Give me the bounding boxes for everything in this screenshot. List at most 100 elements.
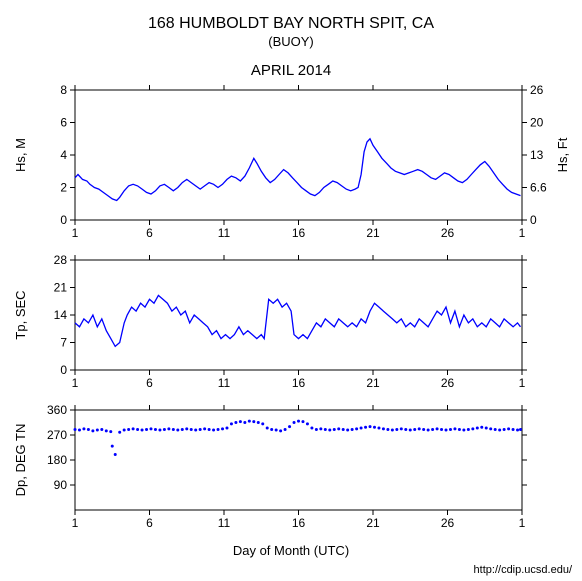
ytick-label: 21 [54,281,68,295]
data-point [324,428,327,431]
data-point [516,429,519,432]
data-point [382,427,385,430]
data-point [498,429,501,432]
ylabel-left: Tp, SEC [13,290,28,339]
data-line [75,295,521,346]
ytick-label: 0 [60,363,67,377]
ytick-label: 14 [54,308,68,322]
data-point [453,427,456,430]
data-point [377,427,380,430]
data-point [449,428,452,431]
data-point [409,429,412,432]
ytick-label: 180 [47,453,67,467]
data-point [158,429,161,432]
ytick-label: 360 [47,403,67,417]
ytick-right-label: 0 [530,213,537,227]
data-point [225,427,228,430]
data-point [489,427,492,430]
xtick-label: 16 [292,376,306,390]
xtick-label: 1 [519,376,526,390]
xtick-label: 11 [218,516,231,530]
ytick-label: 90 [54,478,68,492]
station-subtitle: (BUOY) [268,34,314,49]
data-line [75,139,521,201]
data-point [400,427,403,430]
data-point [301,420,304,423]
data-point [74,428,77,431]
ylabel-left: Dp, DEG TN [13,424,28,497]
data-point [319,427,322,430]
data-point [404,428,407,431]
source-url: http://cdip.ucsd.edu/ [474,564,573,576]
data-point [252,420,255,423]
data-point [346,429,349,432]
data-point [360,427,363,430]
ytick-right-label: 6.6 [530,181,547,195]
data-point [293,421,296,424]
ytick-label: 2 [60,181,67,195]
xtick-label: 16 [292,516,306,530]
xtick-label: 11 [218,226,231,240]
data-point [342,428,345,431]
ylabel-left: Hs, M [13,138,28,172]
data-point [351,428,354,431]
data-point [221,427,224,430]
ytick-label: 7 [60,336,67,350]
data-point [270,428,273,431]
data-point [91,429,94,432]
ytick-label: 270 [47,428,67,442]
panel-frame [75,260,522,370]
data-point [306,422,309,425]
data-point [149,427,152,430]
data-point [467,428,470,431]
ylabel-right: Hs, Ft [555,137,570,172]
data-point [284,428,287,431]
xtick-label: 26 [441,516,455,530]
xtick-label: 26 [441,226,455,240]
data-point [248,420,251,423]
data-point [503,428,506,431]
data-point [337,427,340,430]
ytick-right-label: 20 [530,116,544,130]
data-point [373,426,376,429]
ytick-right-label: 26 [530,83,544,97]
data-point [458,428,461,431]
period-title: APRIL 2014 [251,62,331,79]
data-point [212,429,215,432]
data-point [471,427,474,430]
data-point [507,427,510,430]
data-point [111,445,114,448]
data-point [185,427,188,430]
data-point [239,420,242,423]
data-point [364,426,367,429]
data-point [279,429,282,432]
data-point [194,429,197,432]
data-point [485,427,488,430]
xtick-label: 1 [519,516,526,530]
xtick-label: 6 [146,516,153,530]
xtick-label: 1 [72,226,79,240]
data-point [418,427,421,430]
data-point [217,428,220,431]
data-point [78,429,81,432]
xtick-label: 21 [366,376,380,390]
data-point [114,453,117,456]
data-point [266,427,269,430]
ytick-label: 8 [60,83,67,97]
data-point [190,428,193,431]
data-point [87,428,90,431]
data-point [369,425,372,428]
data-point [328,429,331,432]
data-point [436,427,439,430]
data-point [476,427,479,430]
data-point [176,429,179,432]
xtick-label: 1 [72,376,79,390]
data-point [181,428,184,431]
data-point [132,427,135,430]
ytick-label: 4 [60,148,67,162]
data-point [141,429,144,432]
xtick-label: 6 [146,376,153,390]
data-point [172,428,175,431]
data-point [386,428,389,431]
data-point [96,429,99,432]
